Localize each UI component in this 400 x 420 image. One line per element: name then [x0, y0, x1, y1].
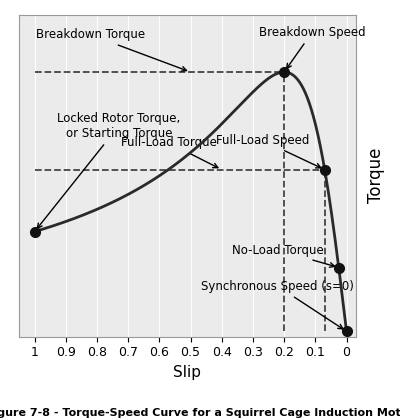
Text: Synchronous Speed (s=0): Synchronous Speed (s=0) [202, 280, 354, 329]
Text: No-Load Torque: No-Load Torque [232, 244, 334, 267]
X-axis label: Slip: Slip [174, 365, 202, 380]
Text: Breakdown Torque: Breakdown Torque [36, 28, 186, 71]
Text: Full-Load Speed: Full-Load Speed [216, 134, 321, 168]
Text: Figure 7-8 - Torque-Speed Curve for a Squirrel Cage Induction Motor: Figure 7-8 - Torque-Speed Curve for a Sq… [0, 408, 400, 418]
Y-axis label: Torque: Torque [367, 148, 385, 203]
Text: Locked Rotor Torque,
or Starting Torque: Locked Rotor Torque, or Starting Torque [37, 112, 180, 228]
Text: Breakdown Speed: Breakdown Speed [259, 26, 366, 68]
Text: Full-Load Torque: Full-Load Torque [121, 136, 218, 168]
